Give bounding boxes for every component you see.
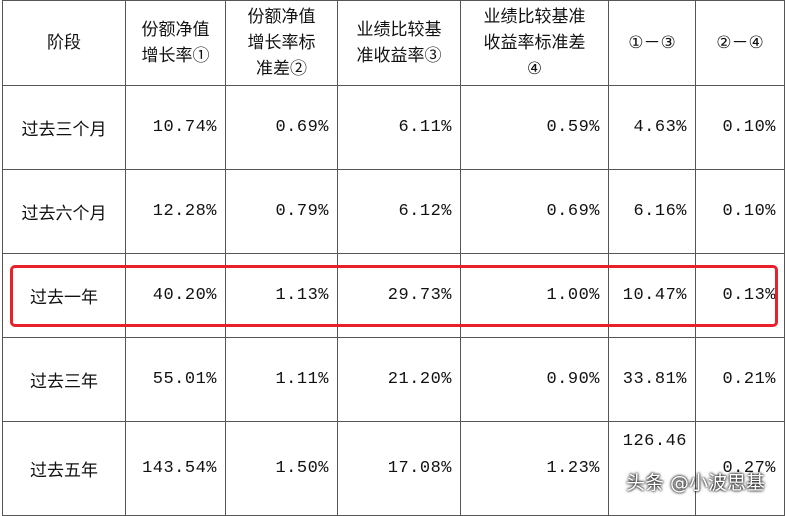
value-cell: 0.69% (225, 85, 338, 170)
value-cell: 0.90% (460, 337, 609, 422)
value-cell: 4.63% (608, 85, 696, 170)
header-cell: ①－③ (608, 0, 696, 86)
header-cell: 份额净值增长率① (125, 0, 226, 86)
header-line: 阶段 (47, 33, 81, 53)
value-cell: 143.54% (125, 421, 226, 516)
value-cell: 6.16% (608, 169, 696, 254)
value-cell: 6.12% (337, 169, 461, 254)
table-row: 过去六个月 12.28% 0.79% 6.12% 0.69% 6.16% 0.10% (2, 169, 785, 254)
value-cell: 0.59% (460, 85, 609, 170)
header-cell: 业绩比较基准收益率③ (337, 0, 461, 86)
value-cell: 6.11% (337, 85, 461, 170)
header-cell: 份额净值增长率标准差② (225, 0, 338, 86)
header-line: 准差② (256, 59, 307, 79)
header-line: 收益率标准差 (483, 33, 586, 53)
value-cell: 0.10% (695, 85, 785, 170)
header-line: 增长率标 (247, 33, 316, 53)
header-row: 阶段 份额净值 增长率① 份额净值 增长率标 准差② 业绩比较基 准收益率③ 业绩比较基准 收益率… (2, 0, 785, 86)
header-line: 业绩比较基 (356, 20, 442, 40)
stage-cell: 过去六个月 (2, 169, 126, 254)
header-cell: ②－④ (695, 0, 785, 86)
header-line: 份额净值 (247, 7, 316, 27)
header-cell: 业绩比较基准 收益率标准差 ④ (460, 0, 609, 86)
value-cell: 21.20% (337, 337, 461, 422)
header-line: 业绩比较基准 (483, 7, 586, 27)
value-cell: 0.10% (695, 169, 785, 254)
value-cell: 1.23% (460, 421, 609, 516)
value-cell: 17.08% (337, 421, 461, 516)
header-cell: 阶段 (2, 0, 126, 86)
header-line: ②－④ (716, 33, 764, 53)
highlight-box (10, 265, 778, 327)
header-line: 增长率① (141, 46, 210, 66)
value-cell: 126.46 (608, 421, 696, 516)
table-body: 过去三个月 10.74% 0.69% 6.11% 0.59% 4.63% 0.10% 过去六个… (2, 85, 785, 516)
value-cell: 12.28% (125, 169, 226, 254)
header-line: 份额净值 (141, 20, 210, 40)
value-cell: 1.50% (225, 421, 338, 516)
value-cell: 0.69% (460, 169, 609, 254)
table-row: 过去三年 55.01% 1.11% 21.20% 0.90% 33.81% 0.21% (2, 337, 785, 422)
header-line: ④ (526, 59, 543, 79)
value-cell: 1.11% (225, 337, 338, 422)
table-row: 过去三个月 10.74% 0.69% 6.11% 0.59% 4.63% 0.10% (2, 85, 785, 170)
header-line: ①－③ (628, 33, 676, 53)
value-cell: 10.74% (125, 85, 226, 170)
watermark: 头条 @小波思基 (626, 472, 766, 494)
value-cell: 0.21% (695, 337, 785, 422)
table-row: 过去五年 143.54% 1.50% 17.08% 1.23% 126.46 0.27% (2, 421, 785, 516)
value-cell: 33.81% (608, 337, 696, 422)
header-line: 准收益率③ (356, 46, 442, 66)
value-cell: 0.79% (225, 169, 338, 254)
stage-cell: 过去三年 (2, 337, 126, 422)
stage-cell: 过去三个月 (2, 85, 126, 170)
value-cell: 55.01% (125, 337, 226, 422)
stage-cell: 过去五年 (2, 421, 126, 516)
